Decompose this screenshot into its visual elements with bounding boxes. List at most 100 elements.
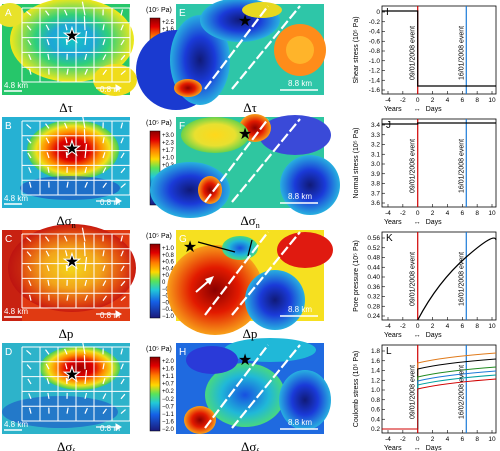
panel-letter: F xyxy=(179,121,185,132)
slip-vector xyxy=(120,39,125,46)
x-tick-label: -2 xyxy=(400,210,406,217)
slip-vector xyxy=(64,9,68,16)
panel-E xyxy=(136,0,326,110)
x-tick-label: 4 xyxy=(446,436,450,443)
scale-km-label: 4.8 km xyxy=(4,307,28,316)
pointer-arrow xyxy=(247,239,253,257)
x-tick-label: 6 xyxy=(460,97,464,104)
slip-vector xyxy=(120,24,124,31)
x-tick-label: 10 xyxy=(488,97,496,104)
x-tick-label: 6 xyxy=(460,210,464,217)
colorbar-tick-label: +2.5 xyxy=(162,20,175,26)
slip-vector xyxy=(120,137,124,144)
colorbar-tick-label: +1.6 xyxy=(162,27,175,33)
slip-vector xyxy=(120,9,124,16)
slip-vector xyxy=(84,68,88,75)
slip-vector xyxy=(28,407,32,414)
slip-vector xyxy=(28,181,32,188)
arrow-head-icon xyxy=(115,423,122,431)
panel-caption: Δσn xyxy=(56,213,75,230)
scale-km-label: 4.8 km xyxy=(4,81,28,90)
double-arrow-icon: ↔ xyxy=(414,332,421,339)
colorbar xyxy=(149,243,161,319)
slip-vector xyxy=(84,279,88,286)
x-axis-left-label: Years xyxy=(384,332,402,339)
x-tick-label: -4 xyxy=(385,210,391,217)
plot-area xyxy=(381,118,497,208)
star-icon: ★ xyxy=(63,25,81,47)
slip-vector xyxy=(26,10,32,16)
y-tick-label: 0.52 xyxy=(367,245,380,252)
x-axis-right-label: Days xyxy=(426,219,442,226)
y-tick-label: 0.32 xyxy=(367,294,380,301)
slip-vector xyxy=(120,122,124,129)
scale-label: 8.8 km xyxy=(288,79,312,88)
colorbar-tick-label: −1.0 xyxy=(162,314,175,320)
x-tick-label: 6 xyxy=(460,436,464,443)
fault-trace xyxy=(231,231,301,316)
slip-vector xyxy=(64,363,68,370)
colorbar-tick-label: +1.6 xyxy=(162,367,175,373)
slip-vector xyxy=(26,349,32,355)
series-line xyxy=(382,122,496,125)
slip-vector xyxy=(64,348,68,355)
colorbar-tick-label: −1.6 xyxy=(162,419,175,425)
x-tick-label: -4 xyxy=(385,436,391,443)
colorbar-tick-label: +1.0 xyxy=(162,156,175,162)
panel-letter: D xyxy=(5,347,12,358)
panel-letter: E xyxy=(179,8,186,19)
y-tick-label: 1.8 xyxy=(371,348,380,355)
panel-letter: I xyxy=(386,7,389,18)
double-arrow-icon: ↔ xyxy=(414,445,421,451)
slip-vector xyxy=(65,264,68,272)
y-tick-label: -0.8 xyxy=(369,48,381,55)
y-tick-label: 3.8 xyxy=(371,181,380,188)
star-icon: ★ xyxy=(63,138,81,160)
time-series-charts: 0 -0.2 -0.4 -0.6 -0.8 -1.0 -1.2 -1.4 -1.6 -4 -2 0 2 4… xyxy=(353,5,497,451)
slip-vector xyxy=(84,31,88,46)
fault-trace xyxy=(231,118,301,203)
y-axis-label: Pore pressure (10⁵ Pa) xyxy=(353,240,360,312)
slip-vector xyxy=(66,181,69,188)
star-icon: ★ xyxy=(183,239,197,256)
slip-vector xyxy=(64,137,68,144)
y-tick-label: 0.28 xyxy=(367,303,380,310)
slip-vector xyxy=(64,250,68,257)
slip-vector xyxy=(81,340,86,355)
slip-vector xyxy=(45,236,50,242)
colorbar xyxy=(149,356,161,432)
slip-vector xyxy=(66,294,69,301)
slip-vector xyxy=(102,137,105,144)
arrow-head-icon xyxy=(115,310,122,318)
plot-area xyxy=(381,344,497,434)
slip-vector xyxy=(26,138,32,144)
y-tick-label: 3.0 xyxy=(371,161,380,168)
slip-vector xyxy=(66,407,69,414)
panel-B xyxy=(2,117,130,208)
slip-vector xyxy=(28,294,32,301)
slip-vector xyxy=(120,183,126,189)
slip-vector xyxy=(28,68,32,75)
colorbar-tick-label: +2.3 xyxy=(162,141,175,147)
slip-vector xyxy=(120,250,124,257)
x-axis-right-label: Days xyxy=(426,106,442,113)
x-tick-label: 10 xyxy=(488,436,496,443)
x-tick-label: 8 xyxy=(475,323,479,330)
slip-vector xyxy=(102,39,106,46)
slip-vector xyxy=(26,251,32,257)
slip-vector xyxy=(46,39,50,46)
panel-H xyxy=(176,338,331,434)
y-tick-label: -0.4 xyxy=(369,29,381,36)
slip-vector xyxy=(26,236,32,242)
plot-area xyxy=(381,231,497,321)
slip-vector xyxy=(28,393,32,400)
colorbar-tick-label: +2.0 xyxy=(162,359,175,365)
star-icon: ★ xyxy=(63,251,81,273)
x-tick-label: 4 xyxy=(446,97,450,104)
plot-area xyxy=(381,5,497,95)
colorbar-tick-label: +0.4 xyxy=(162,266,175,272)
slip-vector xyxy=(120,265,125,272)
y-axis-label: Coulomb stress (10⁵ Pa) xyxy=(353,351,360,427)
colorbar-tick-label: −2.0 xyxy=(162,427,175,433)
